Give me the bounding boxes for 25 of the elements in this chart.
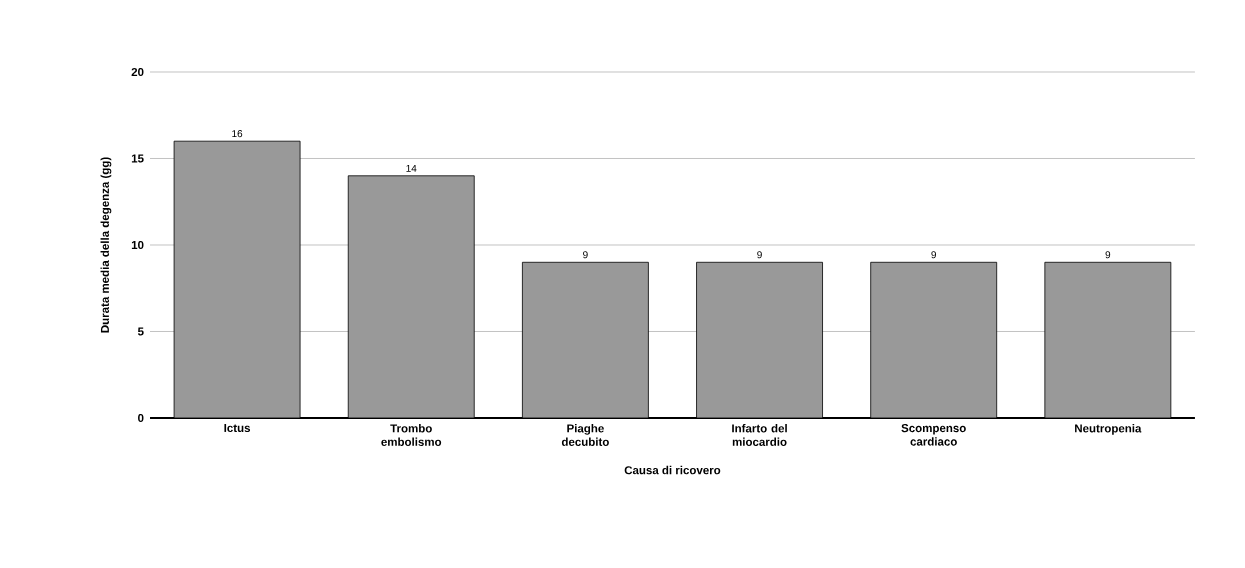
bar [1044, 261, 1172, 418]
x-axis-title: Causa di ricovero [624, 465, 721, 475]
data-label: 9 [583, 251, 588, 259]
data-label: 9 [757, 251, 762, 259]
x-tick-label: Trombo embolismo [381, 424, 442, 446]
x-tick-label: Ictus [224, 424, 251, 433]
y-tick-label: 10 [131, 240, 144, 250]
y-tick-label: 20 [131, 67, 144, 77]
bar [870, 261, 998, 418]
data-label: 9 [931, 251, 936, 259]
y-tick-label: 0 [138, 413, 144, 423]
y-axis-title: Durata media della degenza (gg) [100, 157, 112, 333]
x-tick-label: Scompenso cardiaco [901, 424, 966, 446]
x-tick-label: Neutropenia [1075, 424, 1142, 435]
bar [696, 261, 823, 418]
bar [347, 175, 475, 418]
bar [173, 140, 301, 418]
x-tick-label: Infarto del miocardio [732, 424, 787, 446]
y-tick-label: 5 [137, 327, 144, 336]
data-label: 16 [232, 130, 243, 138]
y-tick-label: 15 [131, 154, 144, 163]
bar [521, 261, 649, 418]
data-label: 14 [406, 164, 417, 172]
data-label: 9 [1105, 251, 1111, 259]
x-tick-label: Piaghe decubito [561, 424, 609, 446]
